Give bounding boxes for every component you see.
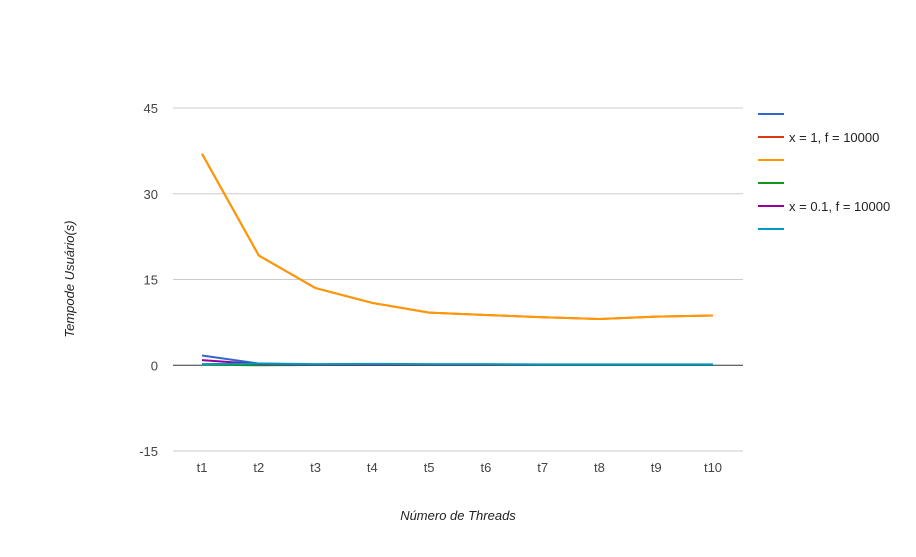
x-tick-labels: t1 t2 t3 t4 t5 t6 t7 t8 t9 t10 <box>197 460 722 475</box>
x-tick-label: t6 <box>480 460 491 475</box>
y-axis-title: Tempode Usuário(s) <box>62 220 77 337</box>
x-tick-label: t3 <box>310 460 321 475</box>
grid-lines <box>173 107 743 452</box>
x-tick-label: t10 <box>704 460 722 475</box>
y-tick-labels: -15 0 15 30 45 <box>139 101 158 459</box>
x-tick-label: t5 <box>424 460 435 475</box>
y-tick-label: 30 <box>144 187 158 202</box>
x-tick-label: t1 <box>197 460 208 475</box>
y-tick-label: 45 <box>144 101 158 116</box>
legend-label-1: x = 1, f = 10000 <box>789 130 879 145</box>
legend: x = 1, f = 10000 x = 0.1, f = 10000 <box>758 113 890 230</box>
series-line-5 <box>201 362 713 366</box>
x-tick-label: t9 <box>651 460 662 475</box>
x-tick-label: t7 <box>537 460 548 475</box>
y-tick-label: 15 <box>144 273 158 288</box>
x-tick-label: t8 <box>594 460 605 475</box>
series-line-1 <box>201 153 714 320</box>
y-tick-label: -15 <box>139 444 158 459</box>
legend-label-4: x = 0.1, f = 10000 <box>789 199 890 214</box>
x-tick-label: t4 <box>367 460 378 475</box>
y-tick-label: 0 <box>151 358 158 373</box>
x-tick-label: t2 <box>253 460 264 475</box>
series-line-2 <box>201 153 714 320</box>
x-axis-title: Número de Threads <box>400 508 516 523</box>
series-lines <box>201 153 714 367</box>
